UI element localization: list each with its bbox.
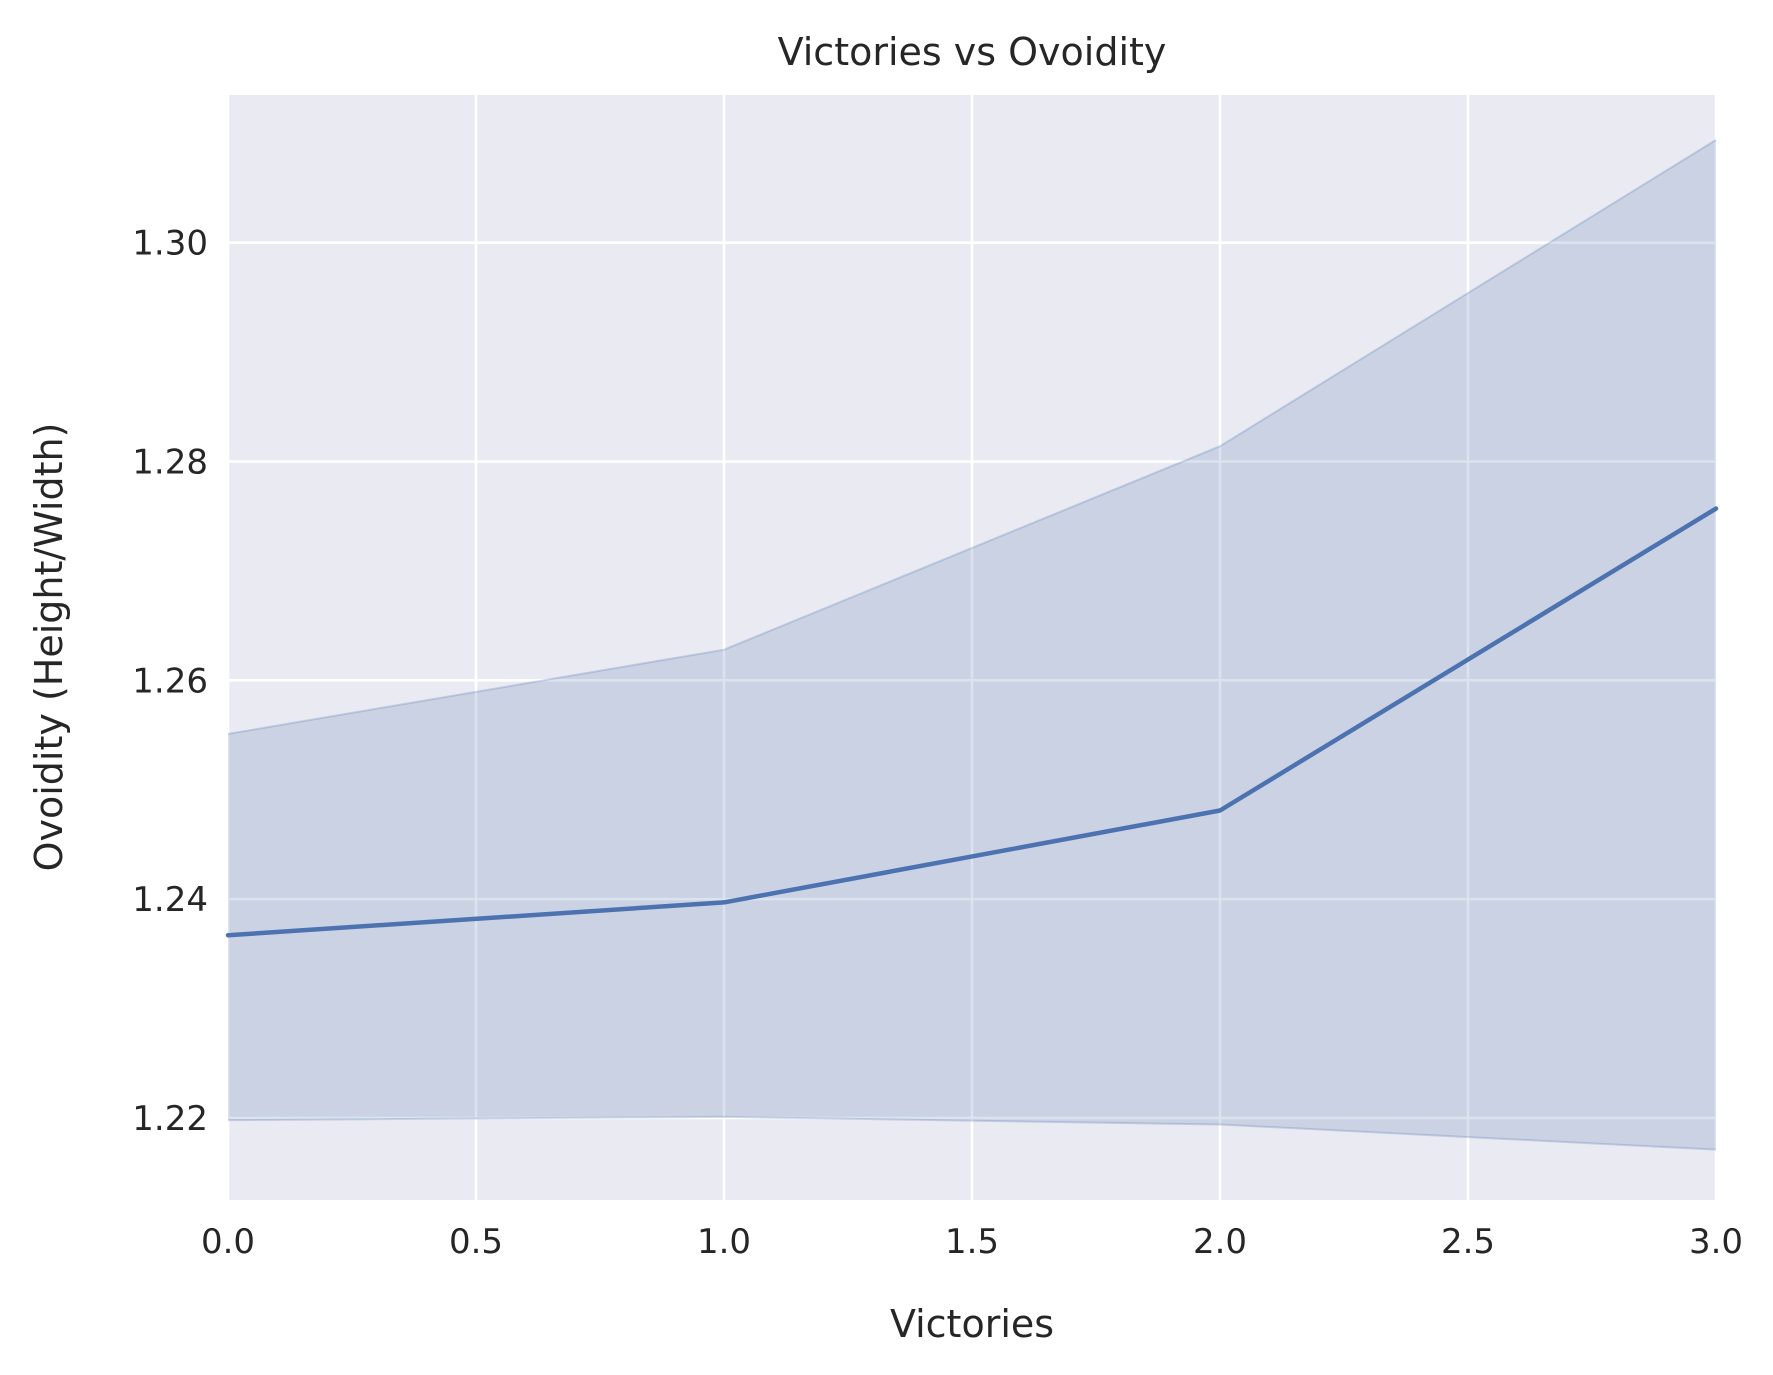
x-tick-label: 0.0 <box>201 1222 255 1262</box>
x-tick-label: 1.5 <box>945 1222 999 1262</box>
y-tick-label: 1.22 <box>132 1099 208 1139</box>
y-tick-label: 1.30 <box>132 224 208 264</box>
y-tick-label: 1.28 <box>132 443 208 483</box>
y-tick-labels: 1.22 1.24 1.26 1.28 1.30 <box>132 224 208 1139</box>
x-tick-label: 0.5 <box>449 1222 503 1262</box>
confidence-band <box>228 139 1716 1150</box>
x-tick-label: 2.5 <box>1441 1222 1495 1262</box>
confidence-band-upper-edge <box>227 139 1717 735</box>
x-gridlines <box>226 95 1718 1200</box>
x-tick-label: 2.0 <box>1193 1222 1247 1262</box>
x-tick-label: 3.0 <box>1689 1222 1743 1262</box>
x-axis-label: Victories <box>890 1302 1054 1346</box>
chart-title: Victories vs Ovoidity <box>778 30 1167 74</box>
y-axis-label: Ovoidity (Height/Width) <box>27 423 71 872</box>
confidence-band-lower-edge <box>227 1115 1717 1151</box>
x-tick-labels: 0.0 0.5 1.0 1.5 2.0 2.5 3.0 <box>201 1222 1743 1262</box>
y-tick-label: 1.26 <box>132 661 208 701</box>
y-tick-label: 1.24 <box>132 880 208 920</box>
series-line <box>225 506 1719 938</box>
x-tick-label: 1.0 <box>697 1222 751 1262</box>
y-gridlines <box>228 241 1716 1120</box>
